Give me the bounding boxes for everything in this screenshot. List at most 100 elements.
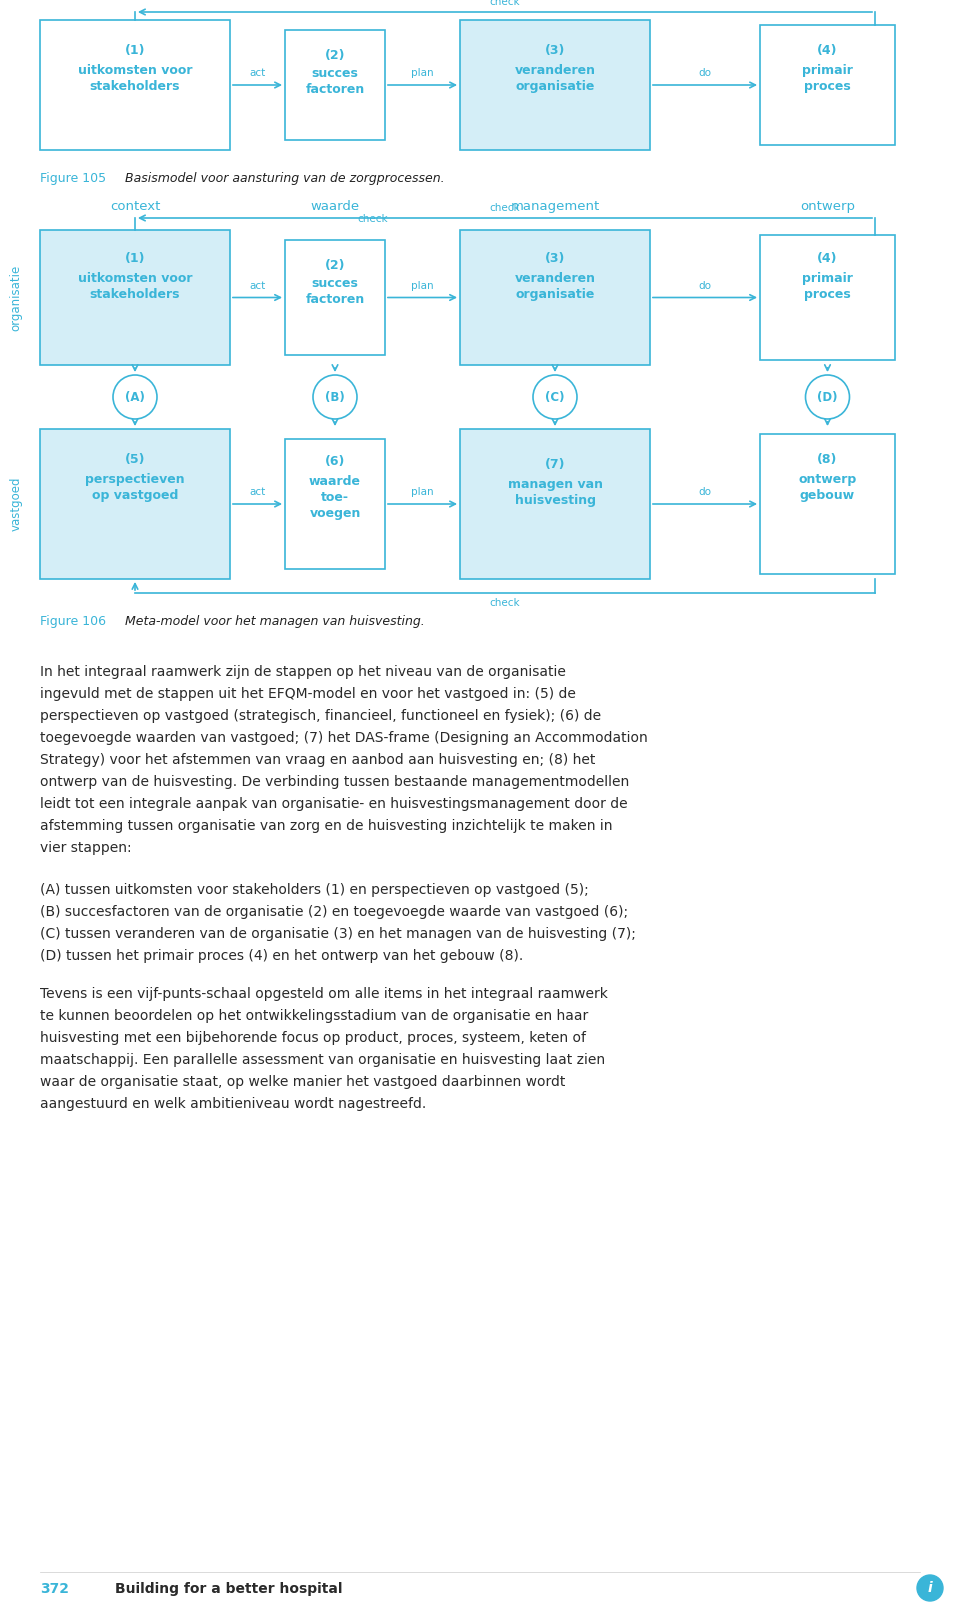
Text: (D): (D) — [817, 391, 838, 404]
Text: succes: succes — [312, 277, 358, 290]
Text: check: check — [490, 203, 520, 212]
Text: Basismodel voor aansturing van de zorgprocessen.: Basismodel voor aansturing van de zorgpr… — [125, 172, 444, 185]
Text: act: act — [250, 68, 266, 77]
Text: toe-: toe- — [321, 491, 349, 504]
Text: primair: primair — [802, 63, 852, 77]
Text: (5): (5) — [125, 452, 145, 465]
Text: aangestuurd en welk ambitieniveau wordt nagestreefd.: aangestuurd en welk ambitieniveau wordt … — [40, 1097, 426, 1110]
Text: Figure 105: Figure 105 — [40, 172, 107, 185]
Text: perspectieven: perspectieven — [85, 473, 185, 486]
Text: organisatie: organisatie — [516, 288, 594, 301]
Text: do: do — [699, 68, 711, 77]
Text: act: act — [250, 488, 266, 497]
Bar — [460, 230, 650, 365]
Text: check: check — [490, 599, 520, 608]
Circle shape — [113, 375, 157, 418]
Text: primair: primair — [802, 272, 852, 285]
Text: vastgoed: vastgoed — [10, 476, 22, 531]
Circle shape — [917, 1575, 943, 1601]
Text: (B) succesfactoren van de organisatie (2) en toegevoegde waarde van vastgoed (6): (B) succesfactoren van de organisatie (2… — [40, 904, 628, 919]
Text: proces: proces — [804, 79, 851, 92]
Text: gebouw: gebouw — [800, 489, 855, 502]
Text: (A) tussen uitkomsten voor stakeholders (1) en perspectieven op vastgoed (5);: (A) tussen uitkomsten voor stakeholders … — [40, 883, 588, 896]
Text: (3): (3) — [545, 251, 565, 264]
Text: waarde: waarde — [310, 200, 360, 212]
Text: (C): (C) — [545, 391, 564, 404]
Text: (2): (2) — [324, 48, 346, 61]
Circle shape — [533, 375, 577, 418]
Text: Strategy) voor het afstemmen van vraag en aanbod aan huisvesting en; (8) het: Strategy) voor het afstemmen van vraag e… — [40, 753, 595, 767]
Text: succes: succes — [312, 66, 358, 79]
Bar — [40, 19, 230, 150]
Text: proces: proces — [804, 288, 851, 301]
Text: vier stappen:: vier stappen: — [40, 842, 132, 854]
Text: huisvesting: huisvesting — [515, 494, 595, 507]
Text: waar de organisatie staat, op welke manier het vastgoed daarbinnen wordt: waar de organisatie staat, op welke mani… — [40, 1075, 565, 1089]
Circle shape — [313, 375, 357, 418]
Text: (C) tussen veranderen van de organisatie (3) en het managen van de huisvesting (: (C) tussen veranderen van de organisatie… — [40, 927, 636, 941]
Bar — [285, 439, 385, 570]
Bar — [460, 430, 650, 579]
Text: Figure 106: Figure 106 — [40, 615, 106, 628]
Text: (A): (A) — [125, 391, 145, 404]
Text: ontwerp: ontwerp — [800, 200, 855, 212]
Text: (3): (3) — [545, 43, 565, 56]
Bar — [285, 31, 385, 140]
Text: (4): (4) — [817, 43, 838, 56]
Text: perspectieven op vastgoed (strategisch, financieel, functioneel en fysiek); (6) : perspectieven op vastgoed (strategisch, … — [40, 710, 601, 722]
Text: managen van: managen van — [508, 478, 603, 491]
Text: factoren: factoren — [305, 293, 365, 306]
Text: toegevoegde waarden van vastgoed; (7) het DAS-frame (Designing an Accommodation: toegevoegde waarden van vastgoed; (7) he… — [40, 730, 648, 745]
Text: plan: plan — [411, 488, 434, 497]
Bar — [760, 235, 895, 360]
Text: check: check — [357, 214, 388, 224]
Text: leidt tot een integrale aanpak van organisatie- en huisvestingsmanagement door d: leidt tot een integrale aanpak van organ… — [40, 796, 628, 811]
Bar — [760, 26, 895, 145]
Bar — [40, 230, 230, 365]
Text: uitkomsten voor: uitkomsten voor — [78, 272, 192, 285]
Text: do: do — [699, 280, 711, 291]
Text: act: act — [250, 280, 266, 291]
Text: (6): (6) — [324, 454, 346, 468]
Text: context: context — [109, 200, 160, 212]
Text: waarde: waarde — [309, 475, 361, 488]
Text: (2): (2) — [324, 259, 346, 272]
Text: veranderen: veranderen — [515, 63, 595, 77]
Text: Meta-model voor het managen van huisvesting.: Meta-model voor het managen van huisvest… — [125, 615, 424, 628]
Text: plan: plan — [411, 280, 434, 291]
Text: i: i — [927, 1582, 932, 1595]
Text: In het integraal raamwerk zijn de stappen op het niveau van de organisatie: In het integraal raamwerk zijn de stappe… — [40, 665, 565, 679]
Text: organisatie: organisatie — [516, 79, 594, 92]
Text: uitkomsten voor: uitkomsten voor — [78, 63, 192, 77]
Text: (1): (1) — [125, 43, 145, 56]
Text: huisvesting met een bijbehorende focus op product, proces, systeem, keten of: huisvesting met een bijbehorende focus o… — [40, 1031, 586, 1044]
Bar — [285, 240, 385, 356]
Text: veranderen: veranderen — [515, 272, 595, 285]
Text: (1): (1) — [125, 251, 145, 264]
Circle shape — [805, 375, 850, 418]
Text: ingevuld met de stappen uit het EFQM-model en voor het vastgoed in: (5) de: ingevuld met de stappen uit het EFQM-mod… — [40, 687, 576, 702]
Text: do: do — [699, 488, 711, 497]
Text: maatschappij. Een parallelle assessment van organisatie en huisvesting laat zien: maatschappij. Een parallelle assessment … — [40, 1052, 605, 1067]
Text: management: management — [511, 200, 600, 212]
Text: plan: plan — [411, 68, 434, 77]
Text: check: check — [490, 0, 520, 6]
Text: voegen: voegen — [309, 507, 361, 520]
Text: ontwerp van de huisvesting. De verbinding tussen bestaande managementmodellen: ontwerp van de huisvesting. De verbindin… — [40, 776, 629, 788]
Text: afstemming tussen organisatie van zorg en de huisvesting inzichtelijk te maken i: afstemming tussen organisatie van zorg e… — [40, 819, 612, 833]
Bar — [40, 430, 230, 579]
Text: (4): (4) — [817, 251, 838, 264]
Text: (D) tussen het primair proces (4) en het ontwerp van het gebouw (8).: (D) tussen het primair proces (4) en het… — [40, 949, 523, 964]
Bar — [460, 19, 650, 150]
Text: (7): (7) — [544, 457, 565, 470]
Bar — [760, 434, 895, 574]
Text: Building for a better hospital: Building for a better hospital — [115, 1582, 343, 1596]
Text: stakeholders: stakeholders — [89, 288, 180, 301]
Text: stakeholders: stakeholders — [89, 79, 180, 92]
Text: (8): (8) — [817, 452, 838, 465]
Text: 372: 372 — [40, 1582, 69, 1596]
Text: te kunnen beoordelen op het ontwikkelingsstadium van de organisatie en haar: te kunnen beoordelen op het ontwikkeling… — [40, 1009, 588, 1023]
Text: Tevens is een vijf-punts-schaal opgesteld om alle items in het integraal raamwer: Tevens is een vijf-punts-schaal opgestel… — [40, 986, 608, 1001]
Text: (B): (B) — [325, 391, 345, 404]
Text: organisatie: organisatie — [10, 264, 22, 330]
